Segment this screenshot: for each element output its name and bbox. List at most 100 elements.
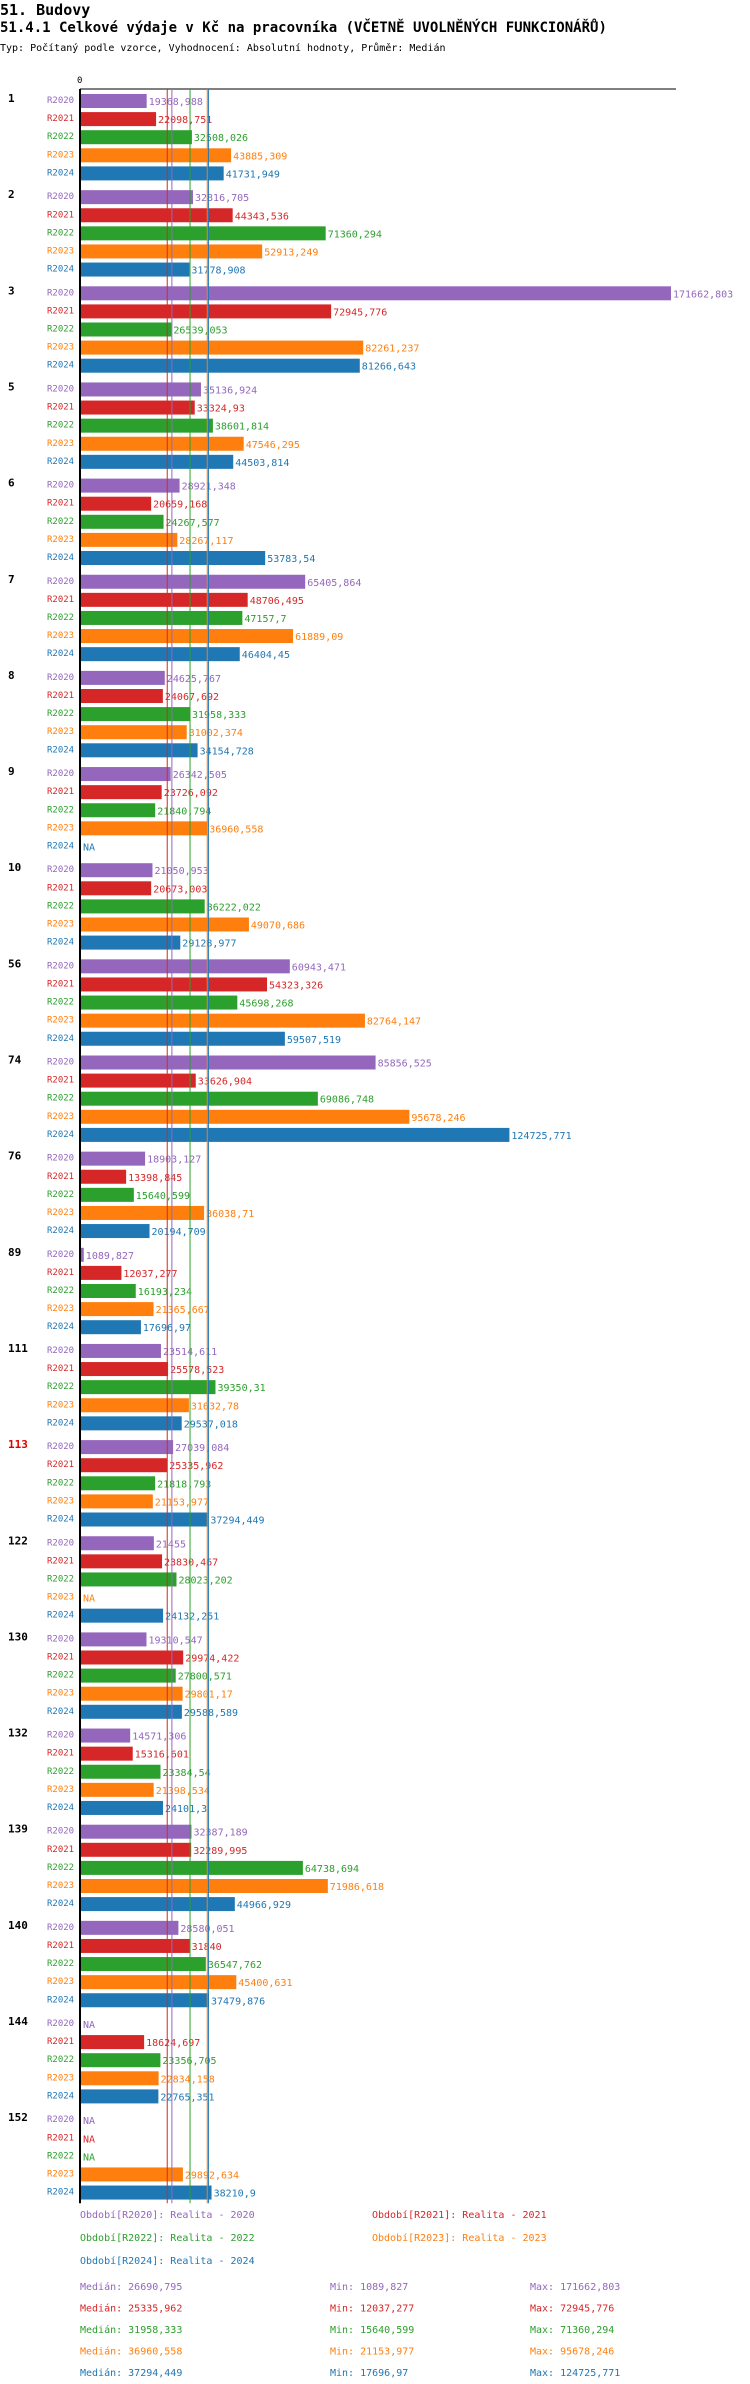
series-label: R2023 xyxy=(47,439,74,449)
bar xyxy=(80,707,191,722)
data-label: 21840,794 xyxy=(157,806,211,817)
category-label: 10 xyxy=(8,861,21,874)
data-label: 24267,577 xyxy=(166,518,220,529)
series-label: R2024 xyxy=(47,1130,74,1140)
data-label: 15640,599 xyxy=(136,1191,190,1202)
series-label: R2023 xyxy=(47,1112,74,1122)
category-label: 76 xyxy=(8,1150,22,1163)
bar xyxy=(80,1169,127,1184)
data-label: 24101,3 xyxy=(165,1804,207,1815)
bar xyxy=(80,400,195,415)
data-label: 13398,845 xyxy=(128,1173,182,1184)
bar xyxy=(80,148,232,163)
series-label: R2024 xyxy=(47,649,74,659)
bar xyxy=(80,881,152,896)
series-label: R2020 xyxy=(47,1538,74,1548)
bar xyxy=(80,1380,216,1395)
data-label: 49070,686 xyxy=(251,921,305,932)
category-label: 5 xyxy=(8,380,15,393)
bar xyxy=(80,610,243,625)
series-label: R2022 xyxy=(47,709,74,719)
series-label: R2024 xyxy=(47,938,74,948)
data-label: 64738,694 xyxy=(305,1864,359,1875)
data-label: 21365,667 xyxy=(156,1305,210,1316)
bar xyxy=(80,1151,146,1166)
series-label: R2024 xyxy=(47,457,74,467)
data-label: 43885,309 xyxy=(233,151,287,162)
bar xyxy=(80,1494,153,1509)
series-label: R2021 xyxy=(47,2133,74,2143)
data-label: 54323,326 xyxy=(269,980,323,991)
bar xyxy=(80,496,152,511)
category-label: 1 xyxy=(8,92,15,105)
bar xyxy=(80,1704,182,1719)
series-label: R2024 xyxy=(47,1226,74,1236)
data-label: 24132,251 xyxy=(165,1612,219,1623)
stat-max: Max: 72945,776 xyxy=(530,2304,614,2315)
data-label: 31002,374 xyxy=(189,728,243,739)
bar xyxy=(80,1920,179,1935)
series-label: R2020 xyxy=(47,1058,74,1068)
series-label: R2022 xyxy=(47,325,74,335)
data-label: 26539,053 xyxy=(173,326,227,337)
series-label: R2024 xyxy=(47,1707,74,1717)
series-label: R2024 xyxy=(47,1995,74,2005)
data-label: 36547,762 xyxy=(208,1960,262,1971)
data-label: 44966,929 xyxy=(237,1900,291,1911)
series-label: R2021 xyxy=(47,1268,74,1278)
bar xyxy=(80,959,290,974)
data-label: 29892,634 xyxy=(185,2170,239,2181)
series-label: R2020 xyxy=(47,769,74,779)
stat-min: Min: 1089,827 xyxy=(330,2282,408,2293)
series-label: R2023 xyxy=(47,1304,74,1314)
data-label: 20659,168 xyxy=(153,500,207,511)
bar xyxy=(80,1897,235,1912)
stat-median: Medián: 37294,449 xyxy=(80,2367,182,2379)
data-label: 44343,536 xyxy=(235,211,289,222)
data-label: 53783,54 xyxy=(267,554,315,565)
bar xyxy=(80,1536,154,1551)
data-label: 33324,93 xyxy=(197,404,245,415)
data-label: 60943,471 xyxy=(292,962,346,973)
data-label: 28023,202 xyxy=(179,1575,233,1586)
bar xyxy=(80,689,163,703)
data-label: 33626,904 xyxy=(198,1077,252,1088)
series-label: R2022 xyxy=(47,1190,74,1200)
series-label: R2021 xyxy=(47,979,74,989)
stat-max: Max: 171662,803 xyxy=(530,2282,620,2293)
data-label: 26342,505 xyxy=(173,770,227,781)
series-label: R2020 xyxy=(47,1346,74,1356)
bar xyxy=(80,244,263,259)
data-label: 22765,351 xyxy=(160,2092,214,2103)
series-label: R2020 xyxy=(47,2019,74,2029)
bar xyxy=(80,1938,190,1953)
series-label: R2022 xyxy=(47,1863,74,1873)
bar xyxy=(80,130,192,145)
bar xyxy=(80,226,326,241)
series-label: R2021 xyxy=(47,1556,74,1566)
series-label: R2020 xyxy=(47,2115,74,2125)
bar xyxy=(80,1650,184,1665)
data-label: 19310,547 xyxy=(149,1635,203,1646)
data-label: 47546,295 xyxy=(246,440,300,451)
series-label: R2024 xyxy=(47,2188,74,2198)
bar xyxy=(80,1572,177,1587)
bar xyxy=(80,2089,159,2104)
data-label: 72945,776 xyxy=(333,307,387,318)
bar xyxy=(80,1668,176,1683)
bar xyxy=(80,995,238,1010)
data-label: 31632,78 xyxy=(191,1401,239,1412)
series-label: R2024 xyxy=(47,1803,74,1813)
bar xyxy=(80,418,213,433)
data-label: 36038,71 xyxy=(206,1209,254,1220)
series-label: R2022 xyxy=(47,613,74,623)
data-label: 29974,422 xyxy=(185,1654,239,1665)
bar xyxy=(80,1013,365,1028)
bar xyxy=(80,574,306,589)
data-label: 22098,751 xyxy=(158,115,212,126)
series-label: R2022 xyxy=(47,1478,74,1488)
series-label: R2021 xyxy=(47,1076,74,1086)
category-label: 89 xyxy=(8,1246,21,1259)
series-label: R2023 xyxy=(47,2073,74,2083)
data-label: 95678,246 xyxy=(411,1113,465,1124)
